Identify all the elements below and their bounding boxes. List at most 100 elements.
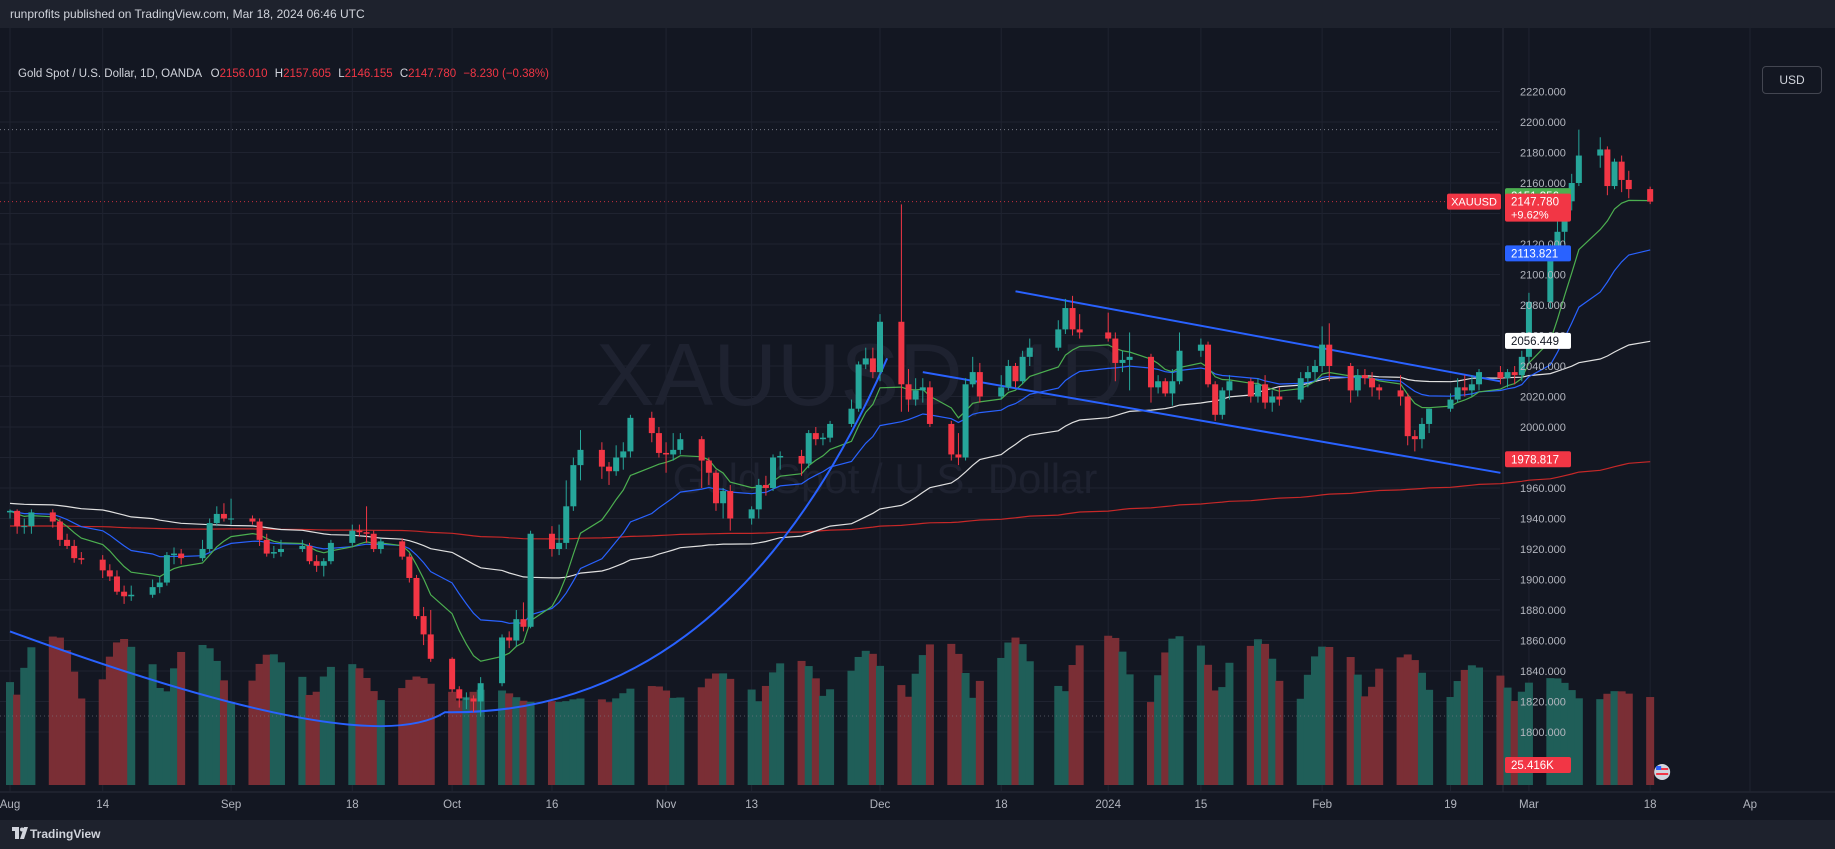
price-tick-label: 1880.000: [1520, 605, 1566, 617]
candle-body: [1497, 372, 1504, 379]
volume-bar: [419, 678, 428, 785]
volume-bar: [968, 697, 977, 785]
candle-body: [663, 452, 670, 455]
us-flag-icon: [1654, 764, 1671, 780]
volume-bar: [70, 671, 79, 785]
volume-bar: [1111, 637, 1120, 785]
candle-body: [969, 372, 976, 385]
candle-body: [370, 533, 377, 549]
price-tick-label: 1840.000: [1520, 666, 1566, 678]
volume-bar: [362, 677, 371, 785]
arc-support-line: [9, 357, 889, 728]
volume-bar: [1025, 661, 1034, 785]
candle-body: [28, 512, 35, 527]
volume-bar: [1268, 658, 1277, 785]
candle-body: [1361, 375, 1368, 379]
candle-body: [827, 423, 834, 438]
candle-body: [1012, 366, 1019, 382]
price-tick-label: 2100.000: [1520, 270, 1566, 282]
candle-body: [1055, 329, 1062, 348]
candle-body: [606, 466, 613, 472]
volume-bar: [1396, 657, 1405, 785]
candle-body: [313, 561, 320, 566]
flag-stripe: [1656, 768, 1669, 770]
candle-body: [121, 591, 128, 597]
volume-bar: [1311, 656, 1319, 785]
low-label: L: [338, 68, 345, 80]
volume-bar: [1246, 645, 1255, 785]
volume-bar: [1360, 696, 1369, 785]
time-tick-label: 18: [1644, 799, 1657, 811]
volume-bar: [1318, 646, 1327, 785]
price-label-box: [1505, 757, 1571, 773]
watermark-name: Gold Spot / U.S. Dollar: [673, 455, 1098, 502]
volume-bar: [20, 667, 29, 785]
candle-body: [113, 576, 120, 592]
volume-bar: [1225, 662, 1234, 785]
tradingview-logo-icon[interactable]: [12, 827, 28, 841]
candle-body: [919, 387, 926, 391]
candle-body: [1618, 161, 1625, 180]
price-chart[interactable]: XAUUSD, 1D Gold Spot / U.S. Dollar 2220.…: [0, 28, 1835, 820]
candle-body: [712, 472, 719, 504]
volume-bar: [1617, 691, 1626, 785]
candle-body: [477, 683, 484, 702]
candle-body: [877, 321, 883, 373]
volume-bar: [198, 644, 207, 785]
candle-body: [1604, 149, 1611, 187]
candle-body: [149, 587, 156, 595]
time-tick-label: Sep: [221, 799, 241, 811]
candle-body: [577, 449, 584, 466]
volume-bar: [27, 647, 36, 785]
volume-bar: [77, 698, 86, 785]
candle-body: [456, 689, 463, 699]
close-value: 2147.780: [408, 68, 457, 80]
volume-bar: [255, 663, 264, 785]
volume-bar: [626, 688, 635, 785]
price-label-box: [1505, 245, 1571, 262]
candle-body: [156, 582, 163, 588]
candle-body: [705, 460, 712, 473]
volume-bar: [1196, 645, 1205, 785]
tradingview-brand[interactable]: TradingView: [30, 827, 101, 841]
candle-body: [263, 539, 270, 554]
volume-bar: [177, 651, 186, 785]
candle-body: [1105, 332, 1112, 339]
volume-bar: [1446, 697, 1455, 785]
time-tick-label: 2024: [1095, 799, 1121, 811]
volume-bar: [155, 687, 164, 785]
candle-body: [762, 484, 769, 488]
candle-body: [727, 491, 734, 519]
price-label-box: [1505, 332, 1571, 349]
candle-body: [1212, 384, 1219, 415]
candle-body: [819, 437, 826, 440]
candle-body: [1575, 155, 1582, 183]
volume-bar: [619, 693, 628, 785]
flag-stripe: [1656, 773, 1669, 775]
candle-body: [1504, 372, 1511, 379]
volume-bar: [1004, 642, 1013, 785]
candle-body: [506, 637, 513, 641]
candle-body: [1112, 338, 1119, 363]
volume-bar: [127, 646, 136, 785]
candle-body: [1005, 366, 1012, 388]
candle-body: [21, 526, 28, 528]
volume-bar: [1453, 681, 1462, 785]
time-tick-label: Ap: [1743, 799, 1757, 811]
volume-bar: [405, 679, 414, 785]
open-value: 2156.010: [219, 68, 268, 80]
currency-button[interactable]: USD: [1762, 66, 1822, 94]
candle-body: [1254, 384, 1261, 397]
candle-body: [1247, 381, 1254, 397]
candle-body: [755, 484, 762, 510]
volume-bar: [576, 698, 585, 785]
volume-bar: [754, 701, 763, 785]
volume-bar: [947, 643, 956, 785]
volume-bar: [555, 702, 564, 785]
candle-body: [1404, 396, 1411, 437]
candle-body: [1276, 396, 1283, 400]
candle-body: [277, 549, 284, 553]
candle-body: [1269, 396, 1276, 403]
candle-body: [1468, 384, 1475, 391]
candle-body: [327, 542, 334, 562]
